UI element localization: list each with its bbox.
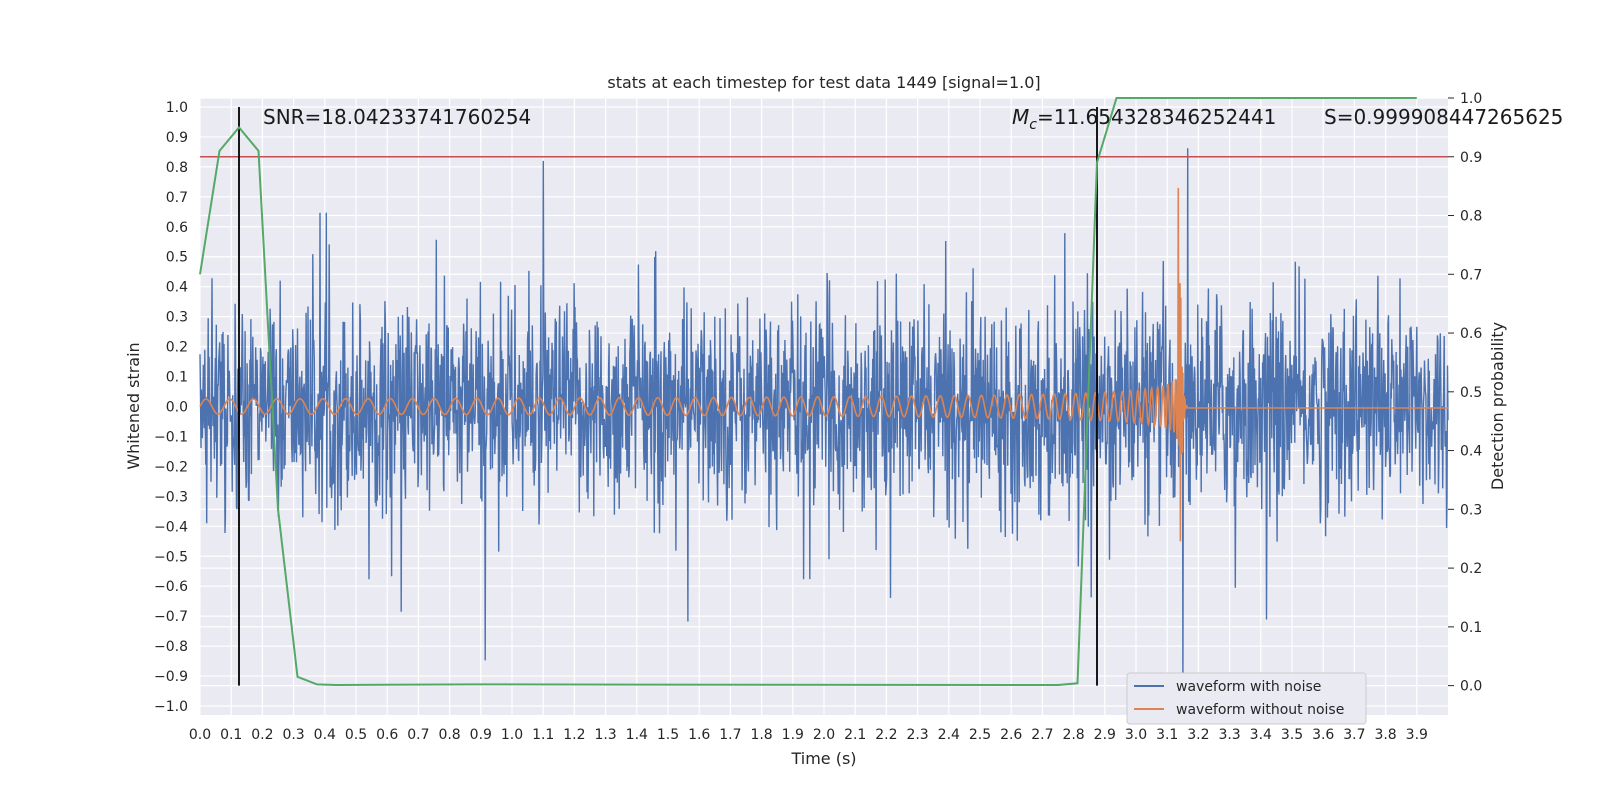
y-tick-label: 0.5 xyxy=(166,250,188,266)
x-tick-label: 1.1 xyxy=(532,727,554,743)
right-y-tick-label: 0.0 xyxy=(1460,679,1482,695)
x-tick-label: 1.0 xyxy=(501,727,523,743)
x-tick-label: 3.3 xyxy=(1218,727,1240,743)
right-y-tick-label: 0.5 xyxy=(1460,385,1482,401)
y-right-tick-labels: 1.0 0.9 0.8 0.7 0.6 0.5 0.4 0.3 0.2 0.1 0.0 xyxy=(1448,91,1482,695)
right-y-tick-label: 0.4 xyxy=(1460,444,1482,460)
legend-box xyxy=(1126,672,1367,725)
chart-title: stats at each timestep for test data 144… xyxy=(607,73,1040,92)
y-tick-labels: 1.0 0.9 0.8 0.7 0.6 0.5 0.4 0.3 0.2 0.1 0.0 −0.1 −0.… xyxy=(154,100,188,715)
x-tick-label: 3.9 xyxy=(1406,727,1428,743)
right-y-tick-label: 0.8 xyxy=(1460,209,1482,225)
x-tick-label: 0.9 xyxy=(470,727,492,743)
chirp-mass-value: =11.654328346252441 xyxy=(1037,105,1276,129)
snr-annotation: SNR=18.04233741760254 xyxy=(263,105,531,129)
right-y-tick-label: 0.7 xyxy=(1460,267,1482,283)
y-tick-label: −0.5 xyxy=(154,549,188,565)
x-tick-label: 1.2 xyxy=(563,727,585,743)
x-tick-label: 2.6 xyxy=(1000,727,1022,743)
x-tick-label: 2.1 xyxy=(844,727,866,743)
x-tick-label: 1.7 xyxy=(719,727,741,743)
x-tick-label: 3.5 xyxy=(1281,727,1303,743)
x-tick-label: 1.8 xyxy=(750,727,772,743)
y-axis-label: Whitened strain xyxy=(124,342,143,469)
y-tick-label: −1.0 xyxy=(154,699,188,715)
x-tick-label: 0.8 xyxy=(438,727,460,743)
x-tick-label: 0.3 xyxy=(282,727,304,743)
x-tick-label: 1.9 xyxy=(782,727,804,743)
x-tick-label: 2.7 xyxy=(1031,727,1053,743)
x-tick-label: 0.1 xyxy=(220,727,242,743)
x-tick-label: 2.4 xyxy=(938,727,960,743)
y-tick-label: −0.4 xyxy=(154,519,188,535)
legend-label-clean: waveform without noise xyxy=(1176,702,1344,718)
y-tick-label: 0.1 xyxy=(166,370,188,386)
x-tick-label: 2.0 xyxy=(813,727,835,743)
right-y-tick-label: 0.9 xyxy=(1460,150,1482,166)
right-y-tick-label: 0.1 xyxy=(1460,620,1482,636)
y-tick-label: −0.3 xyxy=(154,489,188,505)
x-tick-label: 0.7 xyxy=(407,727,429,743)
x-tick-label: 3.2 xyxy=(1187,727,1209,743)
x-tick-label: 3.7 xyxy=(1343,727,1365,743)
y-tick-label: 0.7 xyxy=(166,190,188,206)
right-y-tick-label: 0.2 xyxy=(1460,561,1482,577)
y-tick-label: 0.6 xyxy=(166,220,188,236)
x-tick-label: 2.9 xyxy=(1094,727,1116,743)
y-tick-label: −0.7 xyxy=(154,609,188,625)
y-tick-label: −0.9 xyxy=(154,669,188,685)
x-tick-label: 2.2 xyxy=(875,727,897,743)
x-tick-label: 0.0 xyxy=(189,727,211,743)
x-tick-label: 2.3 xyxy=(906,727,928,743)
y-tick-label: 1.0 xyxy=(166,100,188,116)
y-tick-label: 0.4 xyxy=(166,280,188,296)
series-layer xyxy=(199,148,1449,692)
series-detection-probability xyxy=(199,97,1417,687)
y-right-axis-label: Detection probability xyxy=(1488,322,1507,490)
x-tick-label: 0.2 xyxy=(251,727,273,743)
x-tick-labels: 0.0 0.1 0.2 0.3 0.4 0.5 0.6 0.7 0.8 0.9 1.0 1.1 1.2 1… xyxy=(189,727,1428,743)
x-tick-label: 1.3 xyxy=(594,727,616,743)
x-tick-label: 3.6 xyxy=(1312,727,1334,743)
y-tick-label: 0.0 xyxy=(166,400,188,416)
legend: waveform with noise waveform without noi… xyxy=(1126,672,1367,725)
y-tick-label: 0.8 xyxy=(166,160,188,176)
x-tick-label: 3.8 xyxy=(1374,727,1396,743)
right-y-tick-label: 0.3 xyxy=(1460,502,1482,518)
series-waveform-without-noise xyxy=(199,187,1448,542)
y-tick-label: 0.9 xyxy=(166,130,188,146)
x-tick-label: 0.6 xyxy=(376,727,398,743)
x-tick-label: 3.1 xyxy=(1156,727,1178,743)
marks-layer xyxy=(199,97,1448,687)
x-tick-label: 1.5 xyxy=(657,727,679,743)
legend-label-noise: waveform with noise xyxy=(1176,679,1321,695)
right-y-tick-label: 1.0 xyxy=(1460,91,1482,107)
chirp-mass-annotation: Mc=11.654328346252441 xyxy=(1012,105,1276,133)
right-y-tick-label: 0.6 xyxy=(1460,326,1482,342)
x-tick-label: 1.4 xyxy=(626,727,648,743)
x-tick-label: 3.4 xyxy=(1250,727,1272,743)
x-tick-label: 2.8 xyxy=(1062,727,1084,743)
s-annotation: S=0.999908447265625 xyxy=(1324,105,1563,129)
y-tick-label: −0.8 xyxy=(154,639,188,655)
x-tick-label: 3.0 xyxy=(1125,727,1147,743)
chirp-mass-subscript: c xyxy=(1029,117,1037,133)
x-tick-label: 1.6 xyxy=(688,727,710,743)
y-tick-label: 0.3 xyxy=(166,310,188,326)
y-tick-label: −0.2 xyxy=(154,459,188,475)
y-tick-label: 0.2 xyxy=(166,340,188,356)
y-tick-label: −0.6 xyxy=(154,579,188,595)
x-tick-label: 0.4 xyxy=(314,727,336,743)
chirp-mass-symbol: M xyxy=(1012,105,1029,129)
x-axis-label: Time (s) xyxy=(790,749,856,768)
x-tick-label: 0.5 xyxy=(345,727,367,743)
series-waveform-with-noise xyxy=(199,148,1449,692)
x-tick-label: 2.5 xyxy=(969,727,991,743)
y-tick-label: −0.1 xyxy=(154,429,188,445)
